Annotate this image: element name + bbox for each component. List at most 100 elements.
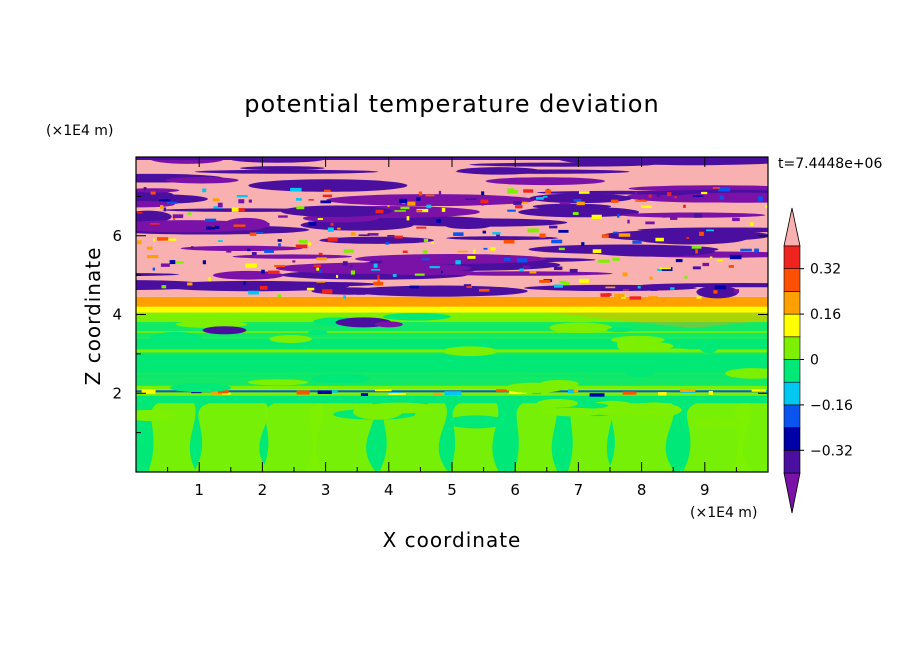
turbulent-fleck bbox=[202, 260, 207, 265]
turbulent-fleck bbox=[441, 207, 446, 212]
turbulent-fleck bbox=[718, 187, 731, 192]
turbulent-fleck bbox=[236, 195, 248, 198]
turbulent-fleck bbox=[629, 296, 642, 300]
purple-filament bbox=[445, 222, 491, 230]
turbulent-fleck bbox=[261, 269, 265, 274]
purple-filament bbox=[351, 285, 528, 297]
turbulent-fleck bbox=[173, 261, 184, 264]
turbulent-fleck bbox=[248, 199, 252, 203]
turbulent-fleck bbox=[245, 263, 258, 268]
turbulent-fleck bbox=[481, 191, 485, 196]
turbulent-fleck bbox=[385, 241, 389, 245]
turbulent-fleck bbox=[157, 237, 169, 241]
turbulent-fleck bbox=[350, 232, 356, 236]
turbulent-fleck bbox=[655, 237, 664, 242]
purple-filament bbox=[430, 271, 613, 276]
turbulent-fleck bbox=[693, 213, 703, 218]
turbulent-fleck bbox=[318, 252, 323, 256]
turbulent-fleck bbox=[612, 257, 620, 261]
x-tick-label: 7 bbox=[574, 481, 584, 499]
purple-filament bbox=[136, 188, 180, 193]
turbulent-fleck bbox=[627, 219, 630, 224]
purple-filament bbox=[469, 162, 654, 167]
purple-filament bbox=[532, 203, 612, 210]
turbulent-fleck bbox=[394, 210, 406, 212]
plume bbox=[261, 403, 325, 472]
purple-filament bbox=[136, 210, 172, 223]
purple-filament bbox=[136, 272, 180, 276]
time-label: t=7.4448e+06 bbox=[778, 156, 882, 172]
turbulent-fleck bbox=[213, 206, 223, 209]
turbulent-fleck bbox=[137, 240, 142, 245]
purple-filament bbox=[455, 169, 630, 174]
purple-filament bbox=[485, 177, 606, 186]
purple-filament bbox=[518, 206, 640, 218]
turbulent-fleck bbox=[614, 293, 625, 297]
colorbar-tick-label: 0.32 bbox=[810, 262, 841, 278]
layer-stripe bbox=[136, 332, 768, 338]
turbulent-fleck bbox=[387, 235, 395, 237]
turbulent-fleck bbox=[402, 250, 408, 253]
turbulent-fleck bbox=[278, 215, 288, 218]
turbulent-fleck bbox=[617, 213, 620, 218]
turbulent-fleck bbox=[191, 246, 194, 249]
turbulent-fleck bbox=[430, 241, 434, 244]
purple-filament bbox=[280, 205, 393, 217]
blob bbox=[170, 383, 232, 393]
plume bbox=[567, 403, 614, 472]
interface-fleck bbox=[374, 388, 392, 392]
turbulent-fleck bbox=[472, 249, 476, 254]
turbulent-fleck bbox=[455, 260, 461, 265]
x-tick-label: 9 bbox=[700, 481, 710, 499]
purple-filament bbox=[165, 177, 239, 184]
colorbar-segment bbox=[783, 404, 801, 428]
turbulent-fleck bbox=[316, 267, 320, 271]
turbulent-fleck bbox=[418, 191, 423, 196]
turbulent-fleck bbox=[429, 266, 440, 269]
turbulent-fleck bbox=[350, 270, 356, 275]
turbulent-fleck bbox=[416, 197, 421, 201]
turbulent-fleck bbox=[295, 244, 308, 249]
turbulent-fleck bbox=[492, 232, 501, 235]
plume bbox=[449, 403, 500, 472]
turbulent-fleck bbox=[490, 247, 496, 251]
turbulent-fleck bbox=[373, 281, 384, 286]
colorbar-segment bbox=[783, 359, 801, 383]
x-tick-label: 8 bbox=[637, 481, 647, 499]
colorbar-tick-label: 0.16 bbox=[810, 307, 841, 323]
interface-fleck bbox=[317, 390, 332, 395]
plume bbox=[379, 403, 449, 472]
cold-pocket bbox=[374, 321, 403, 328]
turbulent-fleck bbox=[466, 286, 473, 288]
plume bbox=[148, 403, 197, 472]
turbulent-fleck bbox=[637, 286, 641, 289]
turbulent-fleck bbox=[161, 285, 167, 289]
turbulent-fleck bbox=[370, 260, 382, 264]
turbulent-fleck bbox=[569, 268, 578, 273]
turbulent-fleck bbox=[234, 208, 245, 212]
turbulent-fleck bbox=[453, 232, 464, 237]
turbulent-fleck bbox=[674, 196, 678, 199]
colorbar-segment bbox=[783, 245, 801, 270]
turbulent-fleck bbox=[330, 222, 334, 226]
plume bbox=[514, 403, 558, 472]
turbulent-fleck bbox=[243, 281, 246, 285]
interface-fleck bbox=[141, 389, 156, 394]
colorbar-tick-label: −0.32 bbox=[810, 443, 853, 459]
interface-fleck bbox=[360, 393, 369, 396]
turbulent-fleck bbox=[169, 260, 176, 265]
layer-stripe bbox=[136, 352, 768, 364]
colorbar-segment bbox=[783, 427, 801, 451]
turbulent-fleck bbox=[635, 200, 647, 202]
turbulent-fleck bbox=[208, 277, 211, 282]
turbulent-fleck bbox=[641, 205, 652, 209]
colorbar-segment bbox=[783, 449, 801, 474]
plume bbox=[304, 403, 376, 472]
turbulent-fleck bbox=[515, 205, 523, 209]
turbulent-fleck bbox=[483, 247, 488, 250]
turbulent-fleck bbox=[416, 208, 429, 213]
interface-fleck bbox=[444, 391, 462, 396]
warm-wedge bbox=[546, 312, 768, 329]
